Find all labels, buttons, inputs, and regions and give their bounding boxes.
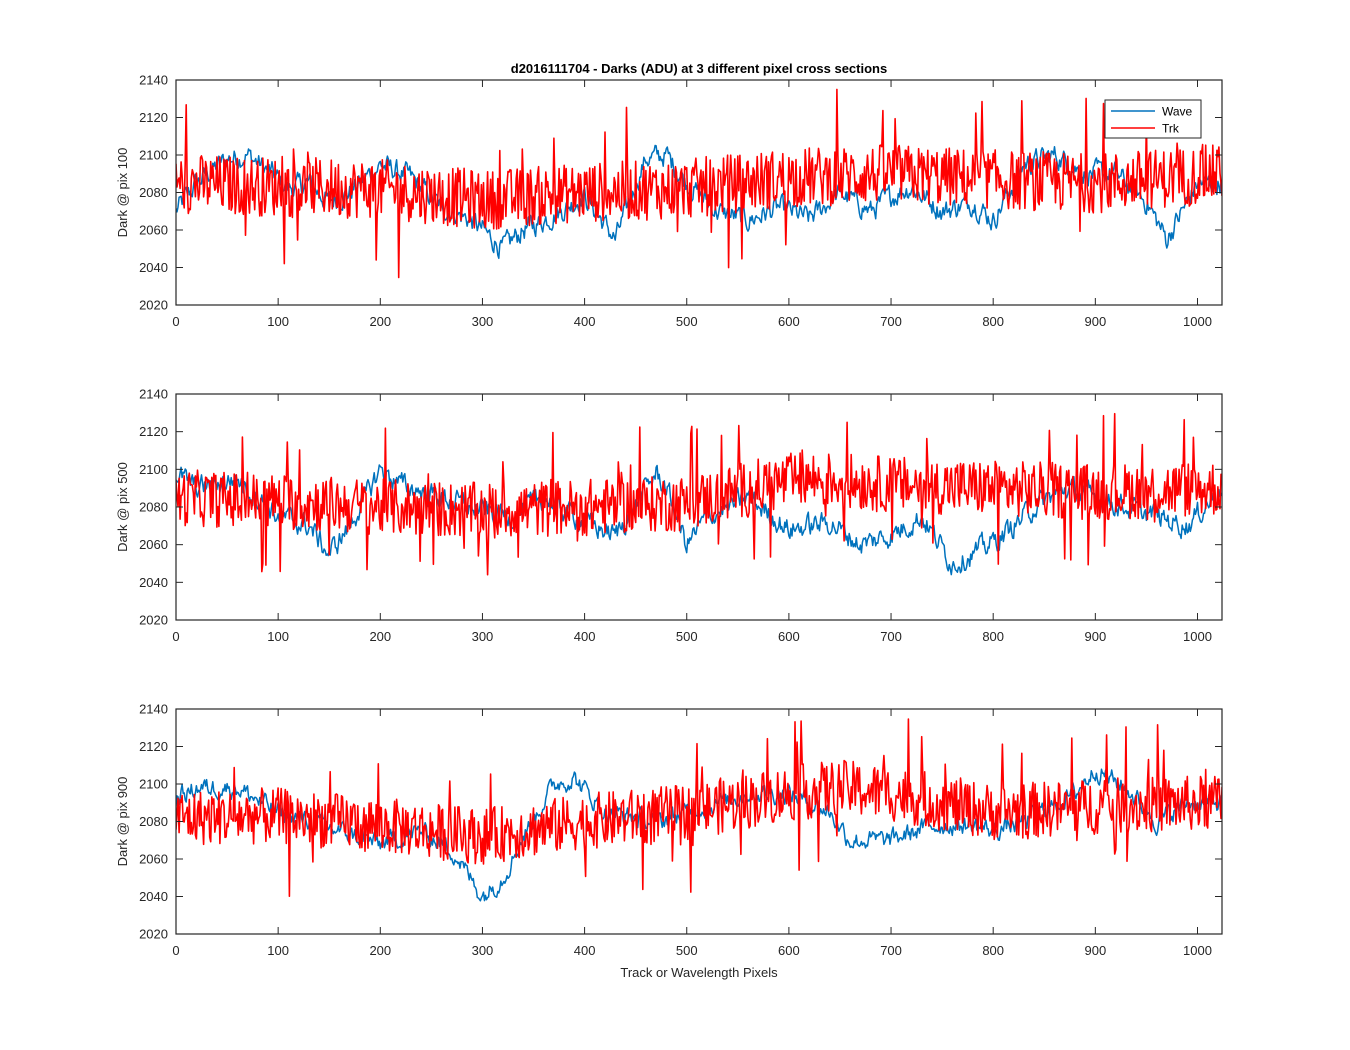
y-tick-label: 2100 (139, 462, 168, 477)
x-tick-label: 0 (172, 314, 179, 329)
legend-box (1104, 99, 1202, 139)
y-tick-label: 2100 (139, 148, 168, 163)
y-tick-label: 2020 (139, 927, 168, 942)
x-tick-label: 900 (1084, 943, 1106, 958)
y-tick-label: 2140 (139, 702, 168, 717)
y-tick-label: 2020 (139, 613, 168, 628)
x-tick-label: 100 (267, 943, 289, 958)
x-tick-label: 500 (676, 943, 698, 958)
y-tick-label: 2040 (139, 889, 168, 904)
x-tick-label: 900 (1084, 629, 1106, 644)
y-tick-label: 2120 (139, 110, 168, 125)
y-tick-label: 2080 (139, 185, 168, 200)
x-tick-label: 700 (880, 943, 902, 958)
x-tick-label: 200 (369, 943, 391, 958)
series-group (176, 412, 1222, 576)
figure-title: d2016111704 - Darks (ADU) at 3 different… (511, 61, 887, 76)
series-line-trk (176, 88, 1222, 279)
y-tick-label: 2140 (139, 73, 168, 88)
legend-label-trk: Trk (1162, 122, 1180, 136)
y-tick-label: 2040 (139, 575, 168, 590)
y-axis-label: Dark @ pix 900 (115, 777, 130, 867)
x-tick-label: 300 (472, 629, 494, 644)
x-tick-label: 600 (778, 314, 800, 329)
x-tick-label: 700 (880, 629, 902, 644)
x-tick-label: 700 (880, 314, 902, 329)
y-tick-label: 2060 (139, 852, 168, 867)
legend-label-wave: Wave (1162, 105, 1193, 119)
x-axis-label: Track or Wavelength Pixels (620, 965, 778, 980)
x-tick-label: 300 (472, 314, 494, 329)
x-tick-label: 400 (574, 629, 596, 644)
x-tick-label: 900 (1084, 314, 1106, 329)
x-tick-label: 0 (172, 943, 179, 958)
x-tick-label: 800 (982, 314, 1004, 329)
x-tick-label: 600 (778, 629, 800, 644)
x-tick-label: 400 (574, 943, 596, 958)
x-tick-label: 100 (267, 629, 289, 644)
series-line-trk (176, 412, 1222, 576)
panel-1: 0 100 200 300 400 500 600 700 800 900 1000 2020 2040… (115, 73, 1223, 329)
x-tick-label: 800 (982, 629, 1004, 644)
legend: Wave Trk (1104, 99, 1202, 139)
x-tick-label: 300 (472, 943, 494, 958)
x-tick-label: 1000 (1183, 943, 1212, 958)
y-tick-label: 2080 (139, 814, 168, 829)
panels: 0 100 200 300 400 500 600 700 800 900 100020202040… (115, 73, 1223, 958)
x-tick-label: 500 (676, 629, 698, 644)
x-tick-label: 100 (267, 314, 289, 329)
series-line-trk (176, 718, 1222, 898)
x-tick-label: 600 (778, 943, 800, 958)
panel-3: 0 100 200 300 400 500 600 700 800 900 1000 2020 2040… (115, 702, 1223, 958)
series-group (176, 718, 1222, 902)
y-axis-label: Dark @ pix 500 (115, 462, 130, 552)
y-tick-label: 2120 (139, 424, 168, 439)
x-tick-label: 400 (574, 314, 596, 329)
y-axis-label: Dark @ pix 100 (115, 148, 130, 238)
y-tick-label: 2140 (139, 387, 168, 402)
y-tick-label: 2100 (139, 777, 168, 792)
y-tick-label: 2060 (139, 537, 168, 552)
y-tick-label: 2060 (139, 223, 168, 238)
y-tick-label: 2020 (139, 298, 168, 313)
y-tick-label: 2040 (139, 260, 168, 275)
x-tick-label: 200 (369, 314, 391, 329)
y-tick-label: 2080 (139, 500, 168, 515)
y-tick-label: 2120 (139, 739, 168, 754)
x-tick-label: 800 (982, 943, 1004, 958)
series-group (176, 88, 1222, 279)
x-tick-label: 1000 (1183, 314, 1212, 329)
x-tick-label: 0 (172, 629, 179, 644)
x-tick-label: 200 (369, 629, 391, 644)
panel-2: 0 100 200 300 400 500 600 700 800 900 1000 2020 2040… (115, 387, 1223, 644)
x-tick-label: 1000 (1183, 629, 1212, 644)
x-tick-label: 500 (676, 314, 698, 329)
